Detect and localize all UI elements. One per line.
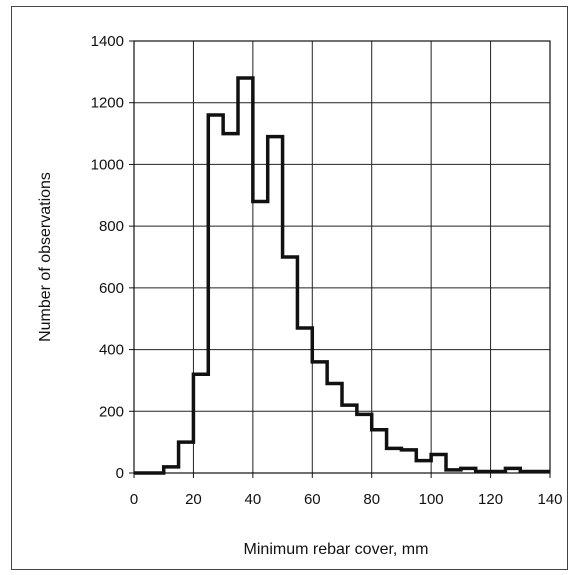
y-tick-label: 800 xyxy=(99,218,124,235)
x-tick-label: 80 xyxy=(363,491,380,508)
chart-frame: 0 200 400 600 800 1000 1200 1400 0 20 40 60 80 100 12… xyxy=(11,6,568,570)
x-tick-label: 60 xyxy=(304,491,321,508)
y-tick-label: 0 xyxy=(116,465,124,482)
y-tick-label: 1200 xyxy=(91,95,124,112)
x-tick-label: 140 xyxy=(537,491,562,508)
x-tick-label: 120 xyxy=(478,491,503,508)
y-axis-title: Number of observations xyxy=(37,172,54,342)
x-tick-label: 100 xyxy=(419,491,444,508)
x-axis-title: Minimum rebar cover, mm xyxy=(244,541,429,558)
x-tick-labels: 0 20 40 60 80 100 120 140 xyxy=(130,491,563,508)
y-tick-labels: 0 200 400 600 800 1000 1200 1400 xyxy=(91,33,124,482)
x-tick-label: 0 xyxy=(130,491,138,508)
y-tick-label: 400 xyxy=(99,342,124,359)
y-tick-label: 1400 xyxy=(91,33,124,50)
y-tick-label: 600 xyxy=(99,280,124,297)
x-tick-label: 20 xyxy=(185,491,202,508)
histogram-chart: 0 200 400 600 800 1000 1200 1400 0 20 40 60 80 100 12… xyxy=(37,33,563,558)
y-tick-label: 200 xyxy=(99,403,124,420)
y-tick-label: 1000 xyxy=(91,156,124,173)
x-tick-label: 40 xyxy=(245,491,262,508)
plot-border xyxy=(133,40,551,474)
grid-lines xyxy=(129,40,551,478)
histogram-outline xyxy=(134,76,550,475)
